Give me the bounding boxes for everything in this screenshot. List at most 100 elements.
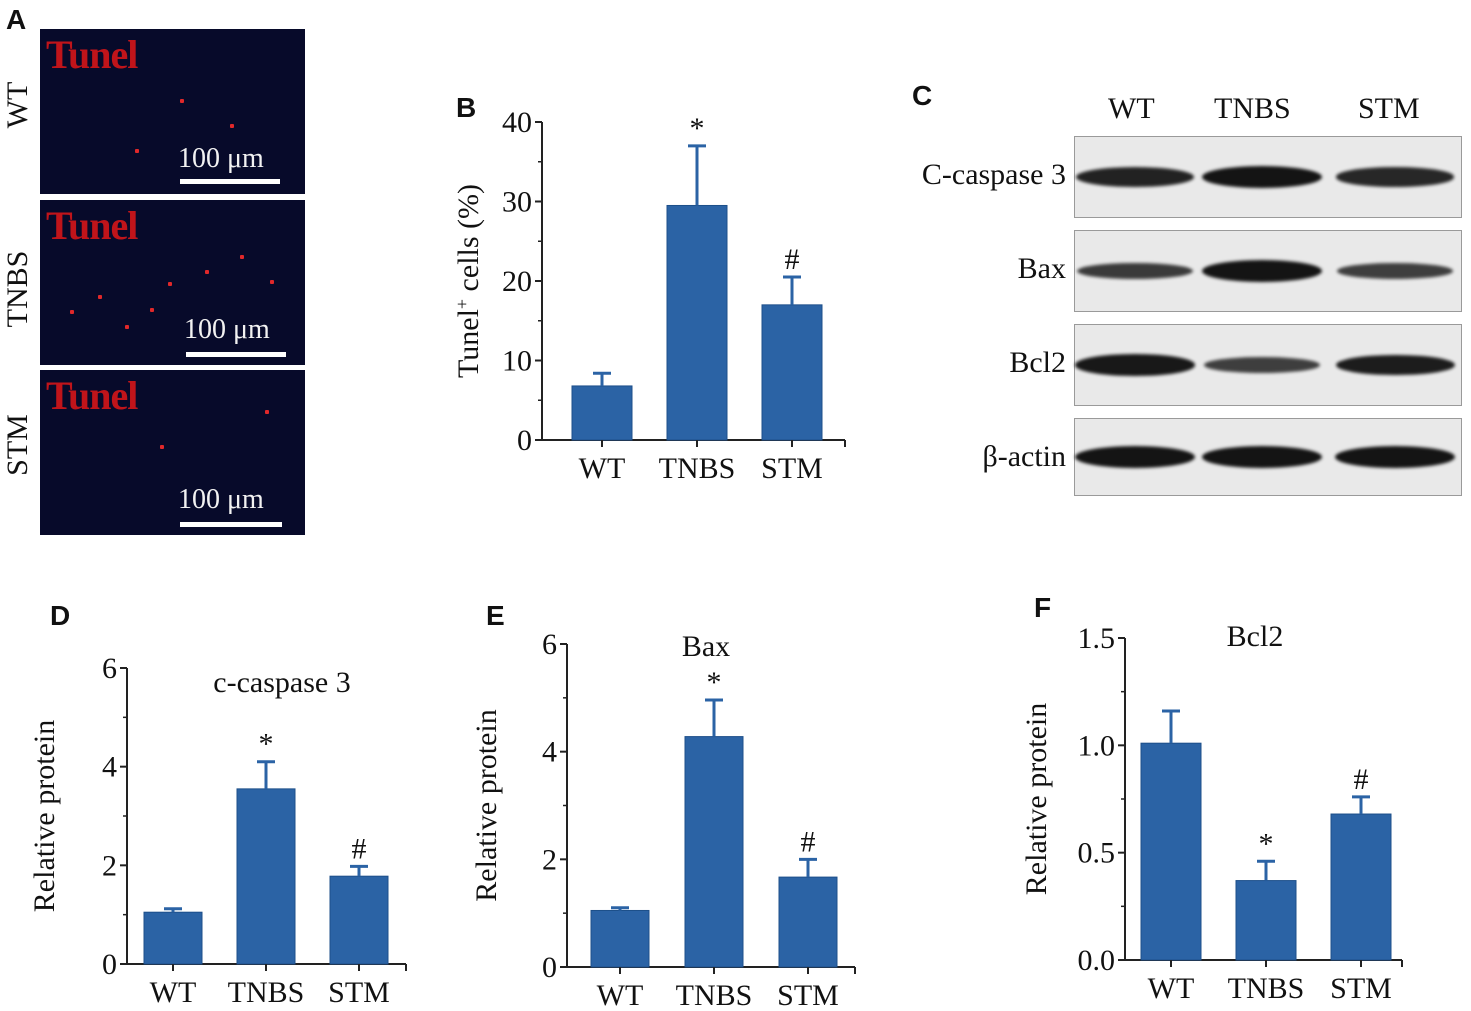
tunel-positive-cell (160, 445, 164, 449)
chart-bax: 0 2 4 6 WT * TNBS # STM Relative protein Bax (470, 628, 856, 1010)
panel-label-a: A (6, 4, 27, 35)
bar (236, 788, 296, 965)
blot-band (1077, 262, 1193, 280)
tunel-positive-cell (135, 149, 139, 153)
scale-bar (186, 352, 286, 357)
x-tick-label: TNBS (1228, 972, 1305, 1005)
micrograph-group-label: STM (1, 414, 34, 476)
y-tick-label: 0.0 (1078, 944, 1116, 977)
y-axis-label: Relative protein (470, 709, 503, 901)
chart-c-caspase-3: 0 2 4 6 WT * TNBS # STM Relative protein c-caspase… (30, 652, 407, 1009)
blot-row-label: Bcl2 (1009, 346, 1066, 379)
y-tick-label: 6 (542, 628, 557, 661)
y-tick-label: 4 (102, 751, 117, 784)
significance-mark: * (707, 666, 722, 699)
blot-column-label: WT (1108, 92, 1155, 125)
panel-label-c: C (912, 80, 933, 111)
micrograph-group-label: TNBS (1, 250, 34, 328)
blot-column-label: STM (1358, 92, 1420, 125)
bar (666, 204, 728, 441)
y-tick-label: 6 (102, 652, 117, 685)
panel-label-b: B (456, 92, 477, 123)
bar (684, 736, 744, 968)
micrograph-group-label: WT (1, 81, 34, 129)
significance-mark: # (785, 243, 800, 276)
bar (329, 875, 389, 965)
x-tick-label: STM (1330, 972, 1392, 1005)
x-tick-label: WT (579, 452, 626, 485)
blot-band (1202, 166, 1322, 188)
y-axis-label: Relative protein (30, 720, 61, 912)
significance-mark: # (801, 825, 816, 858)
blot-row-label: Bax (1017, 252, 1066, 285)
blot-band (1202, 260, 1322, 282)
bar (1140, 742, 1202, 961)
blot-band (1075, 167, 1195, 187)
x-tick-label: TNBS (228, 976, 305, 1009)
y-tick-label: 40 (502, 106, 532, 139)
micrograph-wt: Tunel 100 μm (40, 29, 305, 194)
y-axis-label-rest: cells (%) (452, 184, 485, 299)
y-tick-label: 0 (517, 424, 532, 457)
y-tick-label: 1.5 (1078, 622, 1116, 655)
x-tick-label: WT (597, 979, 644, 1010)
y-tick-label: 2 (542, 843, 557, 876)
tunel-positive-cell (125, 325, 129, 329)
x-tick-label: STM (761, 452, 823, 485)
tunel-positive-cell (270, 280, 274, 284)
stain-label: Tunel (46, 32, 138, 77)
x-tick-label: WT (150, 976, 197, 1009)
chart-title: Bax (682, 630, 730, 663)
micrograph-stm: Tunel 100 μm (40, 370, 305, 535)
panel-label-e: E (486, 600, 505, 631)
chart-tunel-cells: 0 10 20 30 40 WT * TNBS # STM Tunel+ cells (%) (452, 106, 846, 485)
panel-label-d: D (50, 600, 71, 631)
blot-row-label: C-caspase 3 (921, 158, 1066, 191)
tunel-positive-cell (98, 295, 102, 299)
scale-bar-label: 100 μm (184, 314, 270, 345)
scale-bar (180, 179, 280, 184)
bar (761, 304, 823, 441)
blot-band (1204, 357, 1320, 373)
x-tick-label: TNBS (659, 452, 736, 485)
significance-mark: * (259, 728, 274, 761)
stain-label: Tunel (46, 203, 138, 248)
blot-band (1336, 167, 1454, 187)
scale-bar-label: 100 μm (178, 484, 264, 515)
tunel-positive-cell (205, 270, 209, 274)
chart-title: Bcl2 (1227, 620, 1284, 653)
tunel-positive-cell (168, 282, 172, 286)
y-tick-label: 0.5 (1078, 837, 1116, 870)
significance-mark: * (1259, 827, 1274, 860)
tunel-positive-cell (150, 308, 154, 312)
tunel-positive-cell (230, 124, 234, 128)
y-tick-label: 0 (102, 948, 117, 981)
bar (1330, 813, 1392, 961)
chart-title: c-caspase 3 (213, 666, 350, 699)
tunel-positive-cell (265, 410, 269, 414)
panel-label-f: F (1034, 592, 1052, 623)
y-axis-label: Tunel+ cells (%) (452, 184, 485, 378)
significance-mark: # (1354, 763, 1369, 796)
bar (778, 876, 838, 968)
blot-band (1202, 446, 1322, 468)
bar (590, 909, 650, 968)
blot-column-label: TNBS (1214, 92, 1291, 125)
scale-bar (180, 522, 282, 527)
x-tick-label: STM (328, 976, 390, 1009)
y-tick-label: 2 (102, 849, 117, 882)
tunel-positive-cell (240, 255, 244, 259)
blot-band (1335, 354, 1455, 376)
blot-band (1075, 446, 1195, 468)
blot-band (1075, 354, 1195, 376)
blot-band (1335, 446, 1455, 468)
tunel-positive-cell (180, 99, 184, 103)
significance-mark: * (690, 112, 705, 145)
y-tick-label: 20 (502, 265, 532, 298)
y-tick-label: 30 (502, 186, 532, 219)
significance-mark: # (352, 832, 367, 865)
x-tick-label: TNBS (676, 979, 753, 1010)
y-tick-label: 0 (542, 951, 557, 984)
micrograph-tnbs: Tunel 100 μm (40, 200, 305, 365)
blot-row-label: β-actin (982, 440, 1066, 473)
